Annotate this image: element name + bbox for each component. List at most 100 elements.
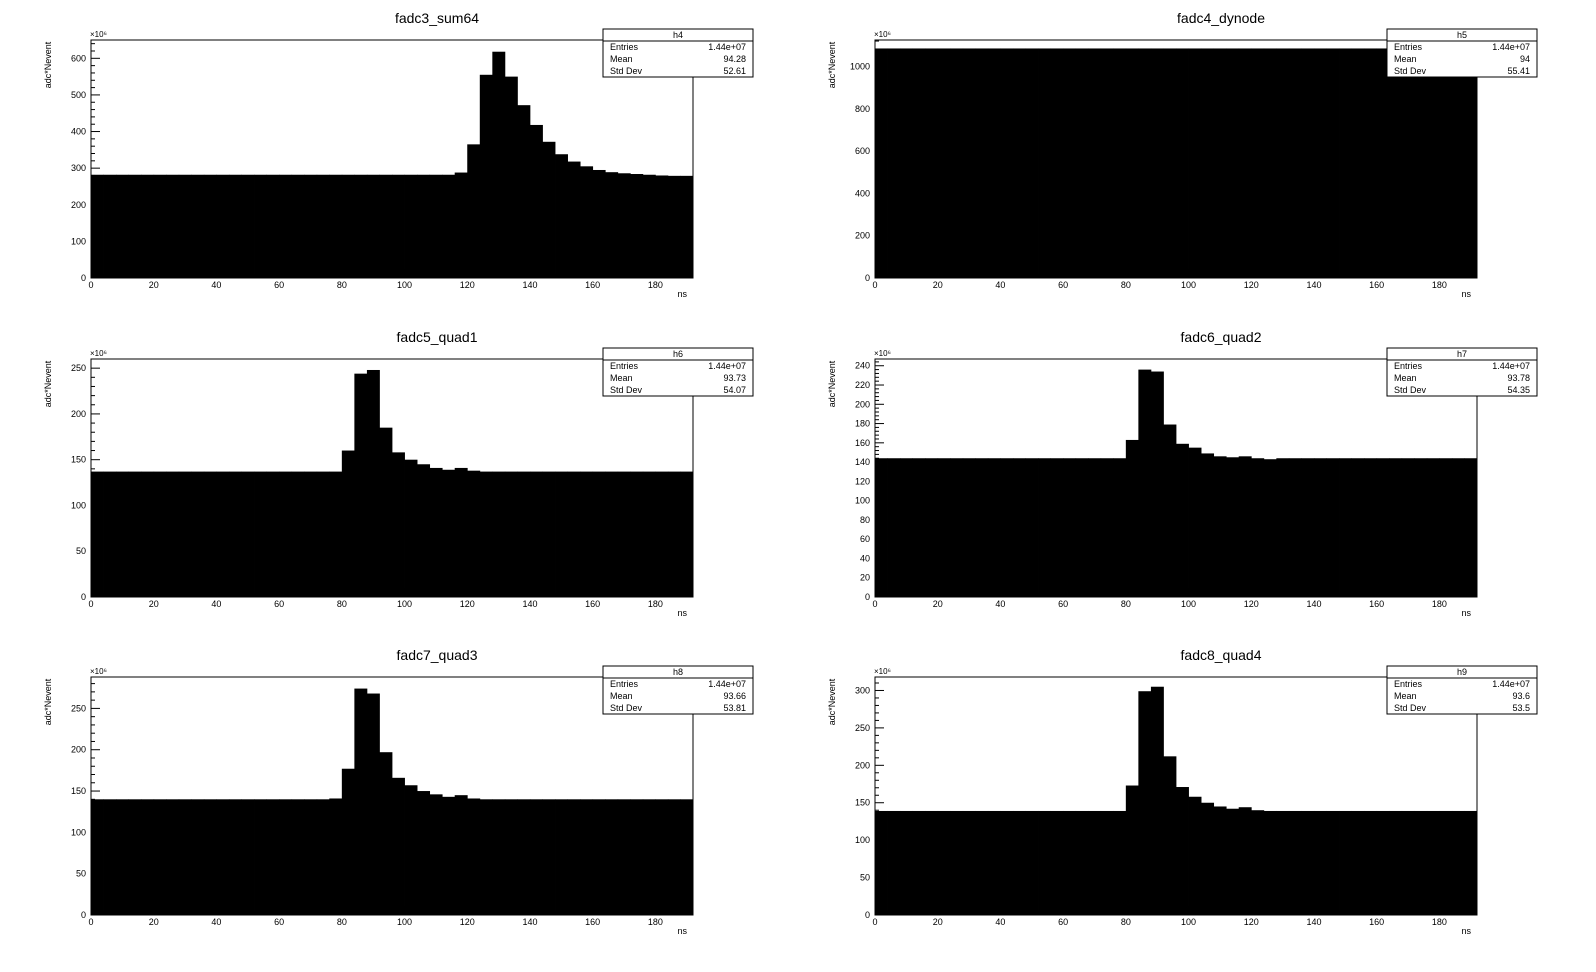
histogram-bin [279, 174, 293, 278]
histogram-bin [1125, 48, 1139, 279]
histogram-bin [392, 777, 405, 915]
histogram-bin [504, 76, 518, 278]
histogram-bin [1451, 458, 1465, 597]
x-tick-label: 20 [149, 280, 159, 290]
histogram-bin [1301, 48, 1315, 279]
x-tick-label: 120 [460, 917, 475, 927]
x-axis-label: ns [1461, 608, 1471, 618]
histogram-bin [1451, 810, 1465, 915]
x-tick-label: 180 [648, 599, 663, 609]
histogram-bin [116, 799, 130, 915]
histogram-bin [354, 688, 368, 915]
x-tick-label: 40 [995, 599, 1005, 609]
stats-entries-label: Entries [610, 679, 639, 689]
histogram-bin [517, 105, 531, 278]
y-tick-label: 150 [71, 786, 86, 796]
histogram-bin [1063, 48, 1077, 279]
histogram-bin [1188, 447, 1202, 597]
histogram-bin [1251, 810, 1265, 915]
histogram-bin [304, 799, 318, 915]
y-tick-label: 200 [71, 200, 86, 210]
histogram-bin [492, 471, 506, 597]
histogram-bin [962, 48, 976, 279]
histogram-bin [1439, 810, 1453, 915]
x-tick-label: 80 [337, 599, 347, 609]
stats-mean-value: 93.78 [1507, 373, 1530, 383]
stats-mean-label: Mean [1394, 691, 1417, 701]
histogram-bin [216, 471, 230, 597]
x-tick-label: 80 [1121, 917, 1131, 927]
histogram-bin [937, 810, 951, 915]
histogram-bin [1339, 48, 1352, 279]
histogram-bin [1000, 810, 1014, 915]
histogram-bin [279, 471, 293, 597]
histogram-bin [103, 471, 117, 597]
histogram-bin [1414, 48, 1428, 279]
histogram-bin [900, 48, 914, 279]
histogram-bin [341, 450, 355, 597]
y-tick-label: 600 [855, 146, 870, 156]
stats-name: h6 [673, 349, 683, 359]
histogram-bin [950, 48, 964, 279]
histogram-bin [1451, 48, 1465, 279]
histogram-bin [1263, 48, 1277, 279]
x-axis-label: ns [1461, 926, 1471, 936]
stats-mean-label: Mean [1394, 54, 1417, 64]
histogram-bin [555, 799, 568, 915]
histogram-bin [1125, 785, 1139, 915]
y-tick-label: 50 [76, 546, 86, 556]
histogram-bin [128, 174, 142, 278]
histogram-bin [178, 471, 192, 597]
histogram-bin [912, 48, 926, 279]
histogram-bin [354, 373, 368, 597]
histogram-bin [1326, 48, 1340, 279]
x-tick-label: 100 [1181, 917, 1196, 927]
histogram-bin [379, 174, 393, 278]
y-tick-label: 250 [855, 723, 870, 733]
histogram-bin [1150, 371, 1164, 597]
histogram-bin [1464, 810, 1478, 915]
histogram-bin [987, 48, 1001, 279]
histogram-bin [291, 799, 305, 915]
y-axis-label: adc*Nevent [827, 678, 837, 725]
histogram-bin [166, 174, 180, 278]
y-axis-label: adc*Nevent [827, 41, 837, 88]
stats-entries-label: Entries [1394, 42, 1423, 52]
y-tick-label: 600 [71, 53, 86, 63]
y-multiplier: ×10⁶ [90, 667, 107, 676]
histogram-bin [329, 174, 343, 278]
stats-mean-label: Mean [610, 54, 633, 64]
histogram-bin [1012, 458, 1026, 597]
histogram-bin [417, 791, 431, 915]
y-tick-label: 250 [71, 363, 86, 373]
histogram-bin [153, 174, 167, 278]
x-tick-label: 20 [149, 917, 159, 927]
histogram-bin [366, 369, 380, 597]
stats-entries-value: 1.44e+07 [1492, 361, 1530, 371]
histogram-bin [454, 795, 468, 915]
histogram-bin [479, 74, 493, 279]
histogram-bin [1163, 756, 1177, 915]
x-tick-label: 20 [933, 599, 943, 609]
histogram-bin [1288, 458, 1302, 597]
histogram-bin [667, 799, 681, 915]
histogram-bin [1050, 48, 1064, 279]
histogram-panel-1: fadc3_sum64 0 20 40 60 80 100 120 140 160 180 0 100 2… [43, 10, 754, 299]
histogram-bin [141, 471, 155, 597]
histogram-bin [504, 471, 518, 597]
histogram-bin [316, 174, 330, 278]
x-axis-label: ns [677, 608, 687, 618]
histogram-bin [1364, 48, 1378, 279]
histogram-bin [1188, 796, 1202, 915]
stats-entries-value: 1.44e+07 [708, 679, 746, 689]
histogram-bin [529, 124, 543, 278]
histogram-bin [366, 174, 380, 278]
histogram-bin [404, 459, 418, 597]
histogram-bin [1012, 48, 1026, 279]
histogram-bin [655, 471, 669, 597]
histogram-bin [987, 458, 1001, 597]
y-tick-label: 200 [855, 760, 870, 770]
histogram-bin [316, 471, 330, 597]
histogram-bin [567, 161, 581, 278]
y-tick-label: 100 [855, 496, 870, 506]
